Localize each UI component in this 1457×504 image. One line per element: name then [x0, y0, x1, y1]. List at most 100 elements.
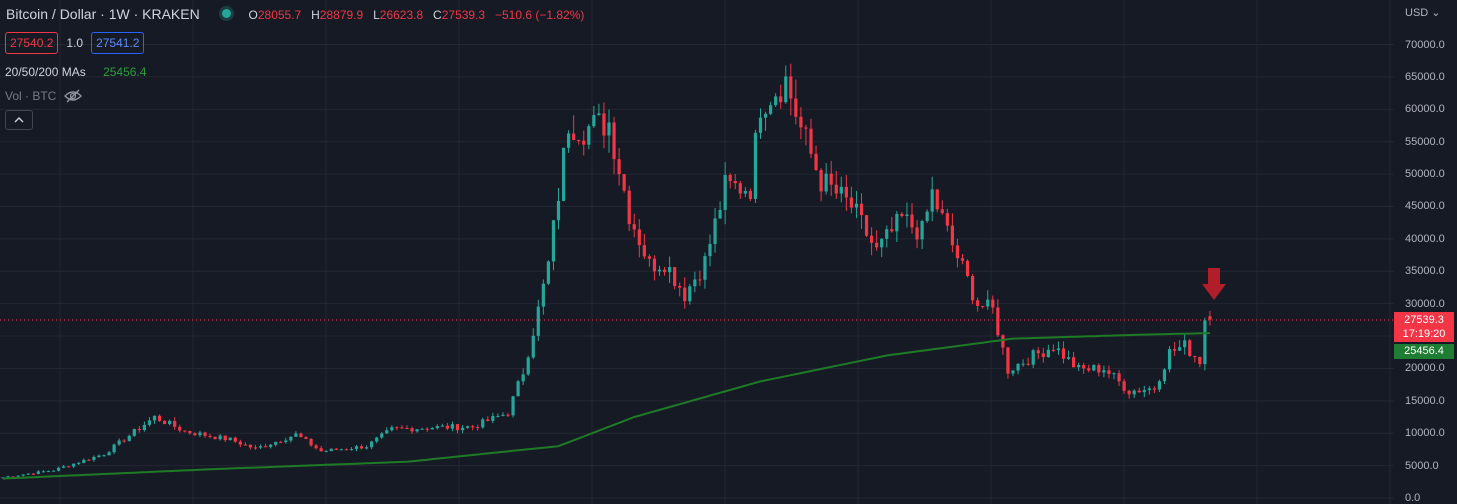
candle-body [516, 381, 520, 397]
candle-body [41, 471, 45, 473]
candle-body [698, 279, 702, 281]
sell-button[interactable]: 27540.2 [5, 32, 59, 54]
candle-body [1102, 370, 1106, 373]
candle-body [218, 435, 222, 440]
candle-body [870, 235, 874, 243]
candle-body [1193, 355, 1197, 357]
candle-body [304, 437, 308, 439]
collapse-legend-button[interactable] [5, 110, 33, 130]
candle-body [789, 76, 793, 99]
chevron-up-icon [14, 117, 24, 123]
candle-body [733, 180, 737, 184]
candle-body [87, 459, 91, 461]
candle-body [531, 335, 535, 358]
candle-body [1031, 350, 1035, 365]
volume-legend[interactable]: Vol · BTC [5, 89, 83, 103]
moving-average-line [2, 332, 1211, 480]
candle-body [582, 140, 586, 145]
candle-body [1208, 316, 1212, 320]
candle-body [551, 220, 556, 262]
candle-body [723, 175, 727, 210]
candle-body [572, 133, 576, 140]
candle-body [1107, 370, 1111, 374]
candle-body [1157, 381, 1162, 390]
candle-body [738, 183, 742, 194]
candle-body [339, 449, 343, 451]
candle-body [112, 444, 116, 453]
candle-body [688, 286, 692, 302]
candle-body [617, 159, 621, 175]
candle-body [794, 98, 798, 117]
candle-body [996, 307, 1000, 336]
close-value: 27539.3 [441, 8, 486, 22]
market-status-icon[interactable] [221, 9, 231, 18]
candle-body [213, 436, 217, 440]
candle-body [900, 213, 904, 217]
candle-body [178, 426, 182, 431]
candle-body [370, 441, 374, 448]
candle-body [536, 306, 540, 336]
candle-body [294, 433, 298, 437]
candle-body [511, 396, 515, 416]
ma-indicator-legend[interactable]: 20/50/200 MAs 25456.4 [5, 65, 146, 79]
candle-body [56, 467, 61, 471]
candle-body [1021, 363, 1025, 365]
candle-body [1167, 349, 1172, 370]
candle-body [1056, 348, 1061, 351]
arrow-down-icon[interactable] [1202, 268, 1226, 302]
candle-body [62, 466, 66, 468]
currency-selector[interactable]: USD ⌄ [1405, 6, 1441, 19]
currency-label: USD [1405, 7, 1429, 19]
candle-body [471, 426, 475, 428]
price-tick-label: 50000.0 [1405, 168, 1445, 181]
eye-off-icon[interactable] [64, 89, 83, 103]
candle-body [683, 287, 687, 302]
candle-body [1097, 365, 1101, 373]
candle-body [1127, 390, 1131, 395]
price-tick-label: 20000.0 [1405, 362, 1445, 375]
candle-body [763, 113, 768, 118]
candle-body [491, 415, 495, 421]
candle-body [642, 245, 646, 257]
candle-body [279, 441, 283, 443]
candle-body [713, 218, 717, 245]
open-value: 28055.7 [257, 8, 302, 22]
candle-body [662, 269, 667, 273]
candle-body [1082, 365, 1086, 369]
candle-body [137, 429, 141, 431]
candle-body [1198, 356, 1202, 365]
candle-body [657, 269, 662, 272]
candle-body [1041, 353, 1045, 358]
candle-body [612, 122, 616, 160]
candle-body [577, 139, 581, 141]
candle-body [809, 128, 813, 154]
candle-body [157, 415, 162, 421]
candle-body [198, 432, 202, 436]
candle-body [435, 426, 439, 429]
candle-body [981, 305, 985, 307]
spread-value: 1.0 [66, 36, 84, 50]
candle-body [824, 173, 828, 192]
candle-body [97, 455, 101, 457]
candle-body [238, 441, 242, 445]
candle-body [6, 476, 10, 478]
candle-body [1011, 370, 1015, 374]
candle-body [390, 427, 394, 431]
candle-body [258, 446, 263, 448]
candle-body [228, 437, 232, 441]
candle-body [1092, 365, 1096, 371]
candle-body [400, 427, 404, 429]
symbol-title[interactable]: Bitcoin / Dollar · 1W · KRAKEN [6, 6, 200, 22]
candle-body [82, 459, 86, 463]
candle-body [163, 420, 167, 425]
buy-button[interactable]: 27541.2 [91, 32, 145, 54]
candle-body [1178, 347, 1182, 351]
candle-body [774, 96, 778, 106]
candle-body [1072, 357, 1076, 368]
ma-indicator-value: 25456.4 [103, 65, 147, 79]
candle-body [248, 444, 253, 448]
candle-body [168, 420, 172, 425]
candle-body [1188, 340, 1192, 356]
candle-body [1061, 348, 1066, 359]
